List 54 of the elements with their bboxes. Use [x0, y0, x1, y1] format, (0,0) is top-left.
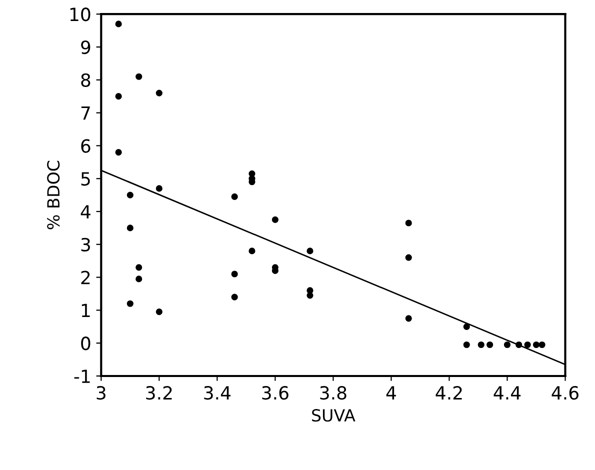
point: [136, 264, 142, 271]
point: [126, 192, 134, 198]
y-tick-label: 1: [82, 304, 90, 318]
y-axis-title: % BDOC: [47, 160, 60, 230]
point: [405, 315, 412, 322]
point: [405, 254, 412, 261]
y-tick-label: 3: [81, 238, 90, 252]
y-tick-label: 7: [81, 106, 90, 120]
point: [272, 216, 278, 224]
point: [306, 292, 314, 299]
x-tick-label: 4.2: [436, 386, 462, 400]
point: [504, 341, 511, 348]
y-tick-label: 2: [81, 270, 90, 284]
point: [231, 270, 238, 278]
y-tick-label: 8: [81, 73, 90, 88]
point: [115, 20, 122, 28]
point: [115, 148, 122, 156]
y-tick-label: 5: [81, 172, 90, 186]
y-tick-label: 0: [81, 336, 90, 350]
x-tick-label: 3.6: [262, 386, 288, 400]
point: [538, 341, 546, 348]
x-tick-label: 3.2: [146, 386, 172, 400]
x-tick-label: 4.6: [552, 386, 578, 400]
point: [156, 308, 162, 316]
y-tick-label: 9: [81, 40, 90, 54]
point: [478, 341, 484, 348]
y-tick-label: -1: [74, 370, 90, 383]
x-axis-title: SUVA: [312, 409, 356, 422]
point: [231, 294, 238, 300]
x-tick-label: 4.4: [494, 386, 521, 400]
point: [126, 224, 134, 232]
x-tick-label: 3: [96, 386, 106, 400]
point: [126, 300, 134, 307]
point: [306, 248, 314, 254]
point: [463, 341, 470, 348]
point: [486, 341, 494, 348]
point: [463, 323, 470, 330]
point: [248, 248, 256, 254]
x-tick-label: 3.8: [320, 386, 346, 400]
point: [156, 90, 162, 96]
point: [156, 185, 162, 192]
y-tick-label: 10: [70, 8, 90, 22]
point: [231, 193, 238, 200]
point: [516, 341, 522, 348]
y-tick-label: 6: [81, 139, 90, 153]
point: [136, 73, 142, 80]
x-tick-label: 3.4: [204, 386, 231, 400]
y-tick-label: 4: [80, 205, 90, 218]
x-tick-label: 4: [386, 386, 396, 400]
point: [524, 341, 531, 348]
point: [115, 93, 122, 100]
point: [136, 276, 142, 282]
point: [405, 220, 412, 226]
point: [532, 341, 540, 348]
